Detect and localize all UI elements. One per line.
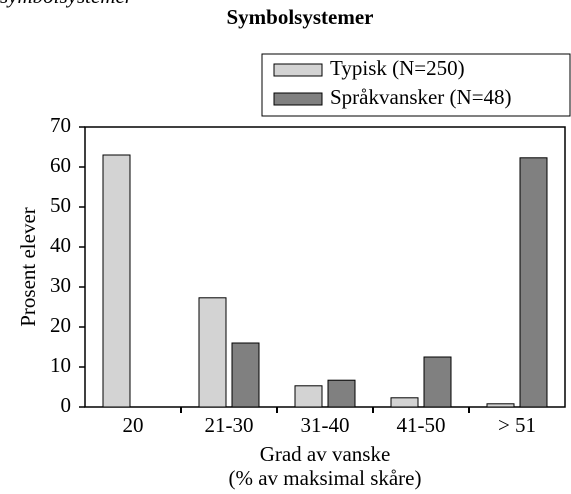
bar: [198, 297, 227, 408]
plot-frame: [84, 126, 566, 408]
bar: [519, 157, 548, 408]
legend-label: Språkvansker (N=48): [330, 85, 512, 109]
bar: [231, 342, 260, 408]
y-tick-label: 60: [50, 153, 71, 177]
x-axis-label: (% av maksimal skåre): [228, 466, 421, 490]
x-tick-label: 31-40: [301, 413, 350, 437]
x-tick-label: 41-50: [397, 413, 446, 437]
bar: [102, 154, 131, 408]
y-tick-label: 10: [50, 353, 71, 377]
x-tick-label: > 51: [498, 413, 536, 437]
bar: [294, 385, 323, 408]
y-tick-label: 20: [50, 313, 71, 337]
bar: [390, 397, 419, 408]
y-tick-label: 70: [50, 113, 71, 137]
legend-label: Typisk (N=250): [330, 56, 465, 80]
y-axis-label: Prosent elever: [16, 207, 40, 327]
y-tick-label: 0: [61, 393, 72, 417]
cut-caption: symbolsystemer: [0, 0, 134, 8]
x-axis-label: Grad av vanske: [260, 442, 391, 466]
x-tick-label: 20: [123, 413, 144, 437]
legend-swatch: [273, 63, 323, 77]
x-tick-label: 21-30: [205, 413, 254, 437]
y-tick-label: 30: [50, 273, 71, 297]
bar: [486, 403, 515, 408]
chart-title: Symbolsystemer: [227, 5, 374, 29]
bar: [423, 356, 452, 408]
y-tick-label: 50: [50, 193, 71, 217]
legend-swatch: [273, 92, 323, 106]
bar: [327, 379, 356, 408]
y-tick-label: 40: [50, 233, 71, 257]
